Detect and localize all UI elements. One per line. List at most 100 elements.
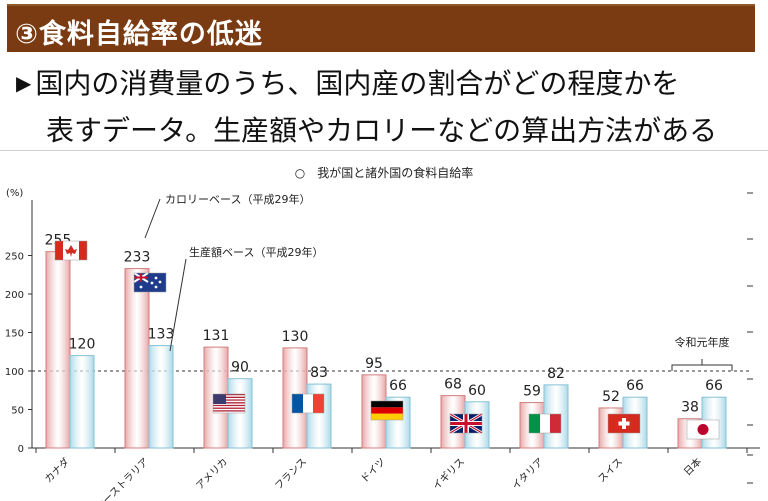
- divider: [0, 150, 768, 151]
- flag-part: [450, 422, 482, 425]
- flag-star: [154, 285, 158, 289]
- y-tick-label: 150: [5, 329, 24, 340]
- production-series-label: 生産額ベース（平成29年）: [189, 245, 323, 259]
- category-label: アメリカ: [194, 456, 230, 492]
- canada-flag: [54, 240, 88, 261]
- production-value-label: 66: [626, 378, 644, 394]
- category-label: カナダ: [42, 455, 72, 485]
- flag-part: [697, 424, 709, 435]
- calorie-value-label: 233: [124, 250, 151, 266]
- production-value-label: 66: [389, 378, 407, 394]
- production-value-label: 133: [148, 327, 175, 343]
- japan-flag-border: [686, 419, 720, 440]
- flag-stripe: [213, 399, 245, 401]
- flag-star: [154, 276, 158, 280]
- flag-stripe: [213, 394, 245, 396]
- switzerland-flag: [607, 413, 641, 434]
- production-value-label: 82: [547, 366, 565, 382]
- calorie-bar: [45, 251, 71, 449]
- australia-flag-border: [133, 272, 167, 293]
- flag-part: [292, 394, 303, 413]
- flag-stripe: [213, 408, 245, 411]
- flag-stripe: [213, 407, 245, 409]
- y-tick-label: 200: [5, 290, 24, 301]
- flag-part: [55, 241, 63, 260]
- flag-stripe: [213, 411, 245, 413]
- flag-stripe: [213, 403, 245, 405]
- flag-stripe: [213, 398, 245, 400]
- production-bar: [148, 345, 174, 449]
- calorie-value-label: 52: [602, 389, 620, 405]
- category-label: 日本: [681, 455, 704, 478]
- germany-flag: [370, 400, 404, 421]
- france-flag-border: [291, 393, 325, 414]
- category-label: オーストラリア: [93, 456, 151, 501]
- calorie-series-label: カロリーベース（平成29年）: [165, 192, 310, 206]
- flag-part: [550, 414, 561, 433]
- flag-stripe: [213, 400, 245, 403]
- usa-flag-border: [212, 393, 246, 414]
- uk-flag: [449, 412, 483, 435]
- calorie-value-label: 38: [681, 400, 699, 416]
- title-banner: ③食料自給率の低迷: [7, 4, 755, 52]
- uk-flag-border: [449, 413, 483, 434]
- canada-flag-border: [54, 240, 88, 261]
- italy-flag-border: [528, 413, 562, 434]
- calorie-value-label: 95: [365, 356, 383, 372]
- slide-heading: ③食料自給率の低迷: [15, 19, 263, 50]
- production-value-label: 83: [310, 365, 328, 381]
- flag-part: [371, 401, 403, 408]
- y-tick-label: 0: [18, 444, 24, 455]
- calorie-bar: [124, 268, 150, 449]
- flag-part: [618, 421, 630, 426]
- y-tick-label: 250: [5, 252, 24, 263]
- production-bar: [306, 383, 332, 449]
- production-value-label: 90: [231, 360, 249, 376]
- production-value-label: 60: [468, 383, 486, 399]
- flag-canton: [213, 394, 226, 404]
- calorie-value-label: 59: [523, 384, 541, 400]
- category-label: スイス: [596, 456, 625, 485]
- flag-stripe: [213, 402, 245, 404]
- flag-part: [529, 414, 540, 433]
- usa-flag: [212, 393, 246, 414]
- japan-flag: [686, 419, 720, 440]
- flag-part: [540, 414, 550, 433]
- flag-star: [158, 280, 162, 284]
- flag-part: [371, 413, 403, 420]
- category-label: イタリア: [510, 456, 546, 492]
- flag-stripe: [213, 395, 245, 397]
- y-axis-unit: (%): [6, 188, 23, 199]
- self-sufficiency-chart: ○ 我が国と諸外国の食料自給率(%)050100150200250255120カ…: [5, 165, 760, 501]
- calorie-value-label: 131: [203, 328, 230, 344]
- y-tick-label: 50: [11, 406, 24, 417]
- production-value-label: 120: [69, 337, 96, 353]
- france-flag: [291, 393, 325, 414]
- germany-flag-border: [370, 400, 404, 421]
- italy-flag: [528, 413, 562, 434]
- production-bar: [69, 355, 95, 449]
- japan-bracket: [671, 359, 733, 371]
- category-label: イギリス: [430, 456, 467, 493]
- flag-stripe: [213, 396, 245, 399]
- flag-star: [139, 285, 143, 289]
- flag-stripe: [213, 404, 245, 407]
- bullet-line-1: ▶ 国内の消費量のうち、国内産の割合がどの程度かを: [16, 62, 679, 102]
- production-callout-line: [169, 258, 187, 352]
- calorie-callout-line: [144, 198, 161, 239]
- y-tick-label: 100: [5, 367, 24, 378]
- flag-part: [313, 394, 324, 413]
- bullet-line-2: 表すデータ。生産額やカロリーなどの算出方法がある: [46, 114, 718, 147]
- category-label: ドイツ: [359, 456, 388, 485]
- flag-stripe: [213, 406, 245, 408]
- flag-part: [371, 407, 403, 414]
- switzerland-flag-border: [607, 413, 641, 434]
- japan-note: 令和元年度: [675, 335, 730, 349]
- bullet-marker: ▶: [16, 71, 32, 95]
- flag-part: [79, 241, 87, 260]
- production-value-label: 66: [705, 378, 723, 394]
- chart-title: ○ 我が国と諸外国の食料自給率: [295, 165, 473, 180]
- calorie-value-label: 130: [282, 329, 309, 345]
- production-bar: [227, 378, 253, 449]
- australia-flag: [133, 272, 167, 293]
